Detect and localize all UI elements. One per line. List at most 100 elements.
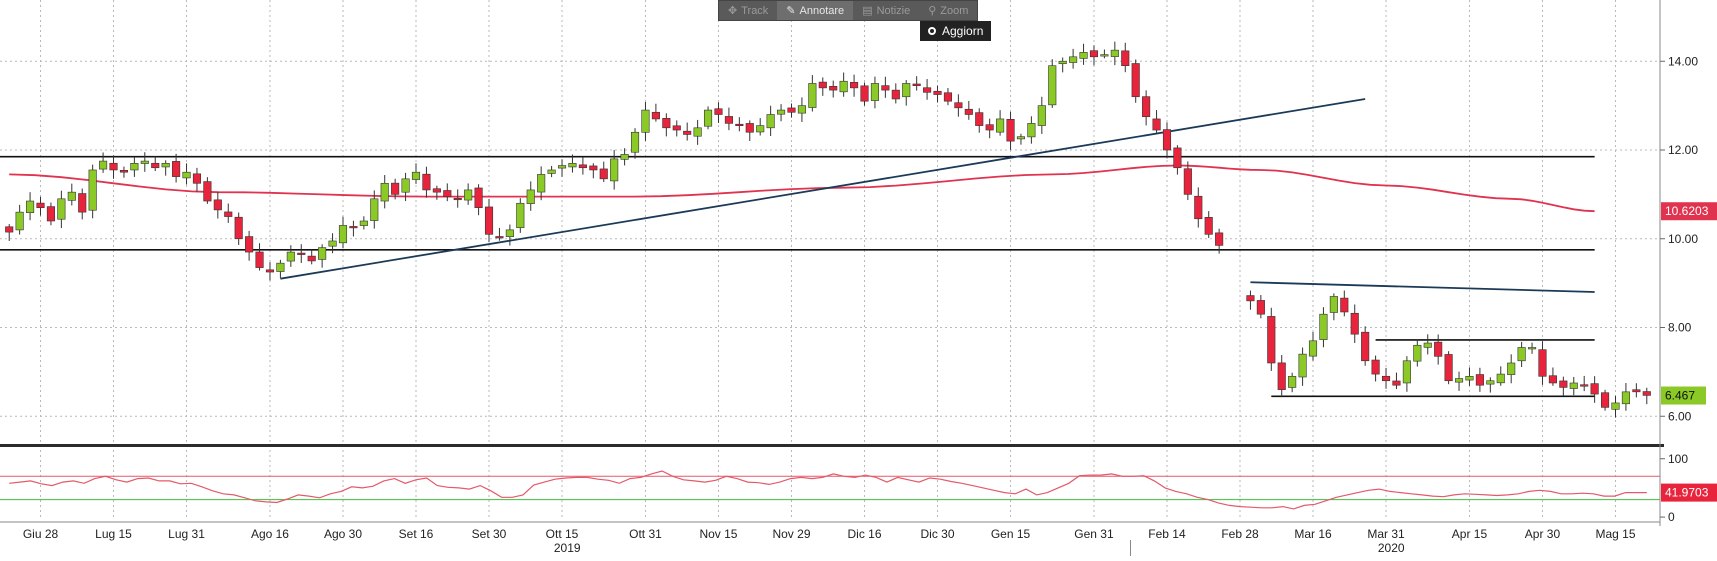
candle-down <box>662 118 671 129</box>
track-button[interactable]: ✥ Track <box>719 1 777 20</box>
rsi-line <box>9 470 1647 510</box>
candle-down <box>495 236 504 239</box>
candle <box>1298 347 1307 386</box>
candle <box>1569 376 1578 396</box>
rsi-tick-label: 0 <box>1668 510 1675 524</box>
candle-down <box>943 92 953 102</box>
candle-down <box>203 181 212 202</box>
candle-up <box>286 251 295 262</box>
price-tick-label: 12.00 <box>1668 143 1698 157</box>
candle-up <box>1027 123 1036 138</box>
candle-down <box>672 125 681 131</box>
candle-down <box>151 162 160 169</box>
candle <box>1559 376 1568 396</box>
candle-up <box>703 109 713 127</box>
magnifier-icon: ⚲ <box>928 5 937 17</box>
candle <box>432 185 441 200</box>
candle-up <box>401 178 410 193</box>
candle-up <box>26 200 35 213</box>
candle <box>119 166 129 178</box>
candle-down <box>1131 63 1140 98</box>
candle <box>1465 367 1474 386</box>
candle-up <box>902 83 911 98</box>
candle <box>161 160 170 176</box>
candle-up <box>140 160 149 164</box>
candle <box>881 76 890 98</box>
rsi-tick-label: 100 <box>1668 452 1688 466</box>
candle <box>391 178 400 200</box>
candle-down <box>307 255 316 262</box>
candle-up <box>1465 376 1474 381</box>
candle-up <box>130 163 139 171</box>
candle <box>1204 211 1213 238</box>
date-tick-label: Lug 15 <box>95 527 132 541</box>
candle-down <box>422 173 431 191</box>
candle <box>1527 342 1537 354</box>
candle-down <box>484 206 494 235</box>
candle-down <box>818 81 827 89</box>
candle <box>797 97 806 122</box>
candle <box>1402 356 1411 392</box>
candle <box>1590 376 1599 403</box>
news-button[interactable]: ▤ Notizie <box>853 1 919 20</box>
candle <box>88 164 97 219</box>
candle <box>1329 293 1338 321</box>
candle-down <box>46 206 55 222</box>
candle-down <box>265 269 275 273</box>
date-tick-label: Apr 15 <box>1452 527 1488 541</box>
rsi-value-label: 41.9703 <box>1665 486 1709 500</box>
candle <box>1288 372 1297 393</box>
candle <box>172 153 181 183</box>
candle <box>943 87 953 106</box>
candle-up <box>557 165 567 169</box>
candle-up <box>797 105 806 114</box>
candle <box>1371 355 1380 382</box>
candle <box>912 76 921 91</box>
candle-up <box>516 202 525 228</box>
candle-up <box>777 109 786 115</box>
candle-up <box>1569 382 1578 389</box>
candle-down <box>964 108 973 115</box>
year-label: 2020 <box>1378 541 1405 555</box>
candle-down <box>975 112 984 126</box>
refresh-button[interactable]: Aggiorn <box>920 21 992 41</box>
candle <box>756 118 765 136</box>
candle-down <box>1632 389 1641 393</box>
candle-down <box>255 251 264 268</box>
date-tick-label: Feb 28 <box>1221 527 1259 541</box>
candle-up <box>328 240 337 247</box>
candle-down <box>453 197 462 201</box>
candle <box>1580 375 1589 392</box>
candle-up <box>1329 296 1338 313</box>
candle <box>1340 290 1349 317</box>
price-tick-label: 6.00 <box>1668 409 1692 423</box>
candle <box>1089 45 1099 66</box>
grid <box>0 0 1664 526</box>
candle <box>1100 49 1109 59</box>
candle <box>109 155 118 179</box>
rsi-value-badge <box>1661 483 1717 502</box>
candle <box>1381 367 1391 389</box>
candle-down <box>1246 295 1255 302</box>
candle <box>359 216 368 230</box>
candle-down <box>245 236 254 253</box>
candle <box>255 243 264 271</box>
candle-up <box>808 83 817 108</box>
candle-down <box>860 85 869 102</box>
candle <box>26 192 35 221</box>
candle-down <box>1548 375 1557 384</box>
candle-up <box>411 171 421 180</box>
candle <box>1152 110 1161 134</box>
candle <box>787 103 796 118</box>
candle-down <box>119 169 129 173</box>
candle <box>1475 367 1484 392</box>
candle <box>1642 387 1651 405</box>
zoom-button[interactable]: ⚲ Zoom <box>919 1 977 20</box>
annotate-button[interactable]: ✎ Annotare <box>777 1 854 20</box>
candle-down <box>78 193 87 213</box>
candle <box>850 74 859 97</box>
date-tick-label: Ott 31 <box>629 527 662 541</box>
candle <box>245 230 254 261</box>
candle-up <box>57 198 66 220</box>
